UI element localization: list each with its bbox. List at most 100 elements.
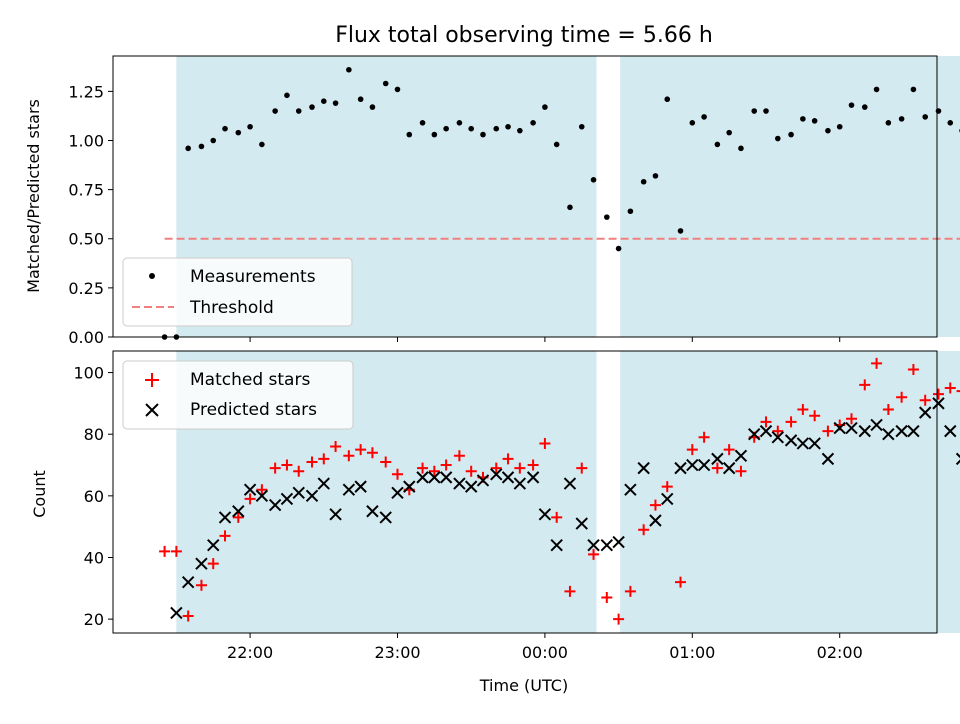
measurement-point (825, 127, 831, 134)
matched-star-point (564, 585, 576, 597)
x-tick-label: 23:00 (374, 643, 420, 662)
measurement-point (406, 131, 413, 138)
y-tick-label: 0.75 (68, 181, 104, 200)
matched-star-point (735, 465, 747, 477)
measurement-point (775, 135, 781, 142)
matched-star-point (723, 444, 735, 456)
matched-star-point (822, 425, 834, 437)
matched-star-point (956, 390, 960, 393)
measurement-point (530, 120, 536, 126)
measurement-point (714, 141, 721, 148)
legend-predicted-marker (145, 403, 159, 417)
measurement-point (284, 92, 290, 99)
predicted-star-point (416, 471, 429, 484)
top-y-axis-ticks: 0.00 0.25 0.50 0.75 1.00 1.25 (68, 82, 113, 347)
matched-star-point (944, 382, 956, 394)
predicted-star-point (317, 477, 330, 490)
predicted-star-point (587, 538, 600, 552)
measurement-point (873, 86, 880, 93)
predicted-star-point (354, 480, 367, 493)
predicted-star-point (538, 508, 552, 521)
matched-star-point (638, 524, 650, 536)
measurement-point (910, 86, 917, 93)
matched-star-point (846, 413, 858, 425)
predicted-star-point (944, 424, 957, 438)
matched-star-point (391, 468, 403, 480)
predicted-star-point (907, 424, 920, 438)
measurement-point (604, 214, 610, 220)
bottom-plot-frame (112, 350, 938, 634)
legend-threshold-label: Threshold (189, 298, 274, 318)
measurement-point (369, 104, 376, 110)
matched-star-point (785, 416, 797, 428)
bottom-legend: Matched stars Predicted stars (122, 360, 354, 430)
measurement-point (419, 120, 426, 126)
bottom-y-axis-label: Count (30, 470, 49, 518)
matched-star-point (502, 453, 514, 465)
predicted-star-point (342, 483, 356, 496)
predicted-star-point (748, 428, 761, 441)
predicted-star-point (858, 424, 871, 438)
matched-star-point (330, 441, 342, 453)
x-tick-label: 01:00 (669, 643, 715, 662)
measurement-point (590, 176, 597, 183)
measurement-point (468, 125, 474, 132)
measurement-point (443, 125, 449, 132)
matched-star-point (711, 462, 723, 474)
measurement-point (553, 141, 560, 148)
predicted-star-point (305, 489, 319, 503)
measurement-point (689, 120, 696, 126)
legend-matched-label: Matched stars (190, 370, 310, 390)
x-axis-label: Time (UTC) (479, 676, 568, 695)
bottom-legend-box (122, 360, 354, 430)
predicted-star-point (722, 461, 736, 475)
measurement-point (210, 137, 217, 144)
matched-star-point (686, 444, 698, 456)
measurement-point (309, 104, 315, 110)
measurement-point (198, 143, 205, 150)
x-tick-label: 22:00 (227, 643, 273, 662)
measurement-point (726, 129, 732, 136)
measurement-point (947, 120, 954, 126)
predicted-star-point (453, 477, 466, 490)
measurement-point (295, 108, 302, 114)
matched-star-point (490, 462, 502, 474)
matched-star-point (551, 511, 563, 523)
predicted-star-point (612, 535, 625, 549)
measurement-point (738, 145, 744, 152)
matched-star-point (576, 462, 588, 474)
matched-star-point (649, 499, 661, 511)
matched-star-point (588, 548, 600, 560)
matched-star-point (256, 484, 268, 496)
matched-star-point (624, 585, 636, 597)
matched-star-point (440, 459, 452, 471)
matched-star-point (760, 416, 772, 428)
matched-star-point (380, 456, 392, 468)
predicted-star-point (624, 483, 637, 496)
matched-star-point (907, 363, 919, 375)
predicted-star-point (170, 606, 183, 620)
shaded-interval-1 (620, 56, 960, 337)
matched-star-point (797, 404, 809, 416)
measurement-point (567, 204, 573, 211)
matched-star-point (417, 462, 429, 474)
predicted-star-point (292, 486, 305, 499)
measurement-point (394, 86, 401, 93)
measurement-point (615, 245, 622, 252)
matched-star-point (281, 459, 293, 471)
predicted-star-point (637, 461, 650, 475)
predicted-star-point (649, 514, 662, 527)
y-tick-label: 60 (84, 487, 104, 506)
measurement-point (346, 66, 352, 73)
predicted-stars-points (170, 397, 960, 620)
measurement-point (517, 127, 523, 134)
top-plot-frame (112, 55, 938, 338)
measurement-point (763, 108, 769, 114)
predicted-star-point (575, 517, 588, 530)
x-tick-label: 02:00 (817, 643, 863, 662)
y-tick-label: 40 (84, 548, 104, 567)
matched-star-point (343, 450, 355, 462)
matched-star-point (159, 545, 171, 557)
measurement-points (161, 66, 960, 340)
